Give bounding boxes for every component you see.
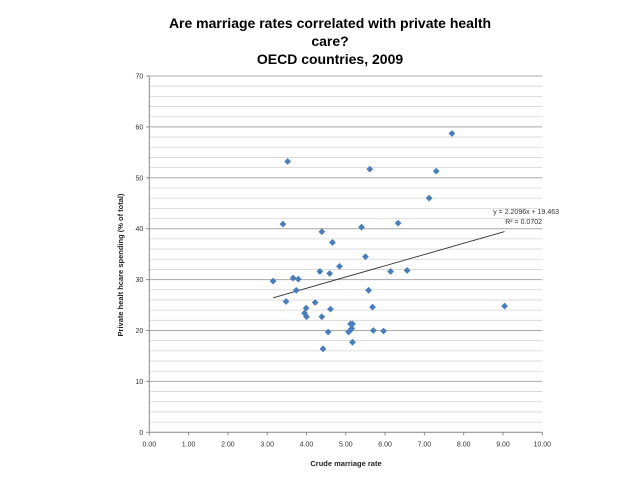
x-tick-label: 3.00 [260,441,274,448]
trendline [272,231,505,299]
y-tick-label: 40 [136,226,144,233]
data-point [432,167,440,175]
data-point [327,305,334,313]
data-point [387,268,395,275]
data-point [349,338,356,346]
data-point [380,327,387,335]
data-point [324,328,332,336]
data-point [425,194,433,202]
y-axis-label: Private healt hcare spending (% of total… [116,193,125,336]
data-point [302,304,310,312]
data-points [269,130,508,353]
y-tick-label: 60 [136,124,144,131]
trendline-equation: y = 2.2096x + 19.463 [493,209,559,216]
x-tick-label: 2.00 [221,441,235,448]
data-point [369,327,377,334]
data-point [362,253,369,261]
data-point [279,220,287,228]
y-tick-label: 20 [136,328,144,335]
x-axis-label: Crude marriage rate [310,459,381,468]
x-tick-label: 7.00 [418,441,432,448]
trendline-r2: R² = 0.0702 [505,219,542,226]
x-tick-label: 4.00 [300,441,314,448]
data-point [294,275,302,283]
data-point [369,303,376,311]
data-point [336,262,343,270]
data-point [269,277,277,285]
x-tick-label: 9.00 [496,441,510,448]
axes [146,75,543,436]
data-point [366,165,374,173]
x-tick-label: 8.00 [457,441,471,448]
y-tick-label: 50 [136,175,144,182]
data-point [403,267,411,274]
x-tick-label: 0.00 [142,441,156,448]
gridlines [149,75,543,423]
chart-title-line-1: Are marriage rates correlated with priva… [169,15,491,31]
data-point [303,313,310,321]
data-point [348,325,356,332]
data-point [319,345,327,353]
data-point [318,228,326,236]
data-point [349,320,356,328]
data-point [318,313,326,321]
data-point [394,219,402,227]
x-tick-label: 1.00 [182,441,196,448]
data-point [448,130,456,137]
x-tick-label: 6.00 [378,441,392,448]
data-point [326,270,334,277]
data-point [292,286,300,294]
x-tick-label: 5.00 [339,441,353,448]
data-point [316,268,324,275]
x-tick-label: 10.00 [534,441,552,448]
data-point [311,299,319,306]
data-point [365,286,372,294]
data-point [501,302,508,310]
tick-labels: 0.00 1.00 2.00 3.00 4.00 5.00 6.00 7.00 8.00 9.00… [136,74,552,449]
data-point [346,327,354,334]
data-point [282,298,290,305]
y-tick-label: 70 [136,74,144,81]
data-point [289,274,297,282]
data-point [329,239,336,246]
data-point [284,158,292,165]
y-tick-label: 10 [136,379,144,386]
y-tick-label: 0 [139,430,143,437]
chart-title-line-3: OECD countries, 2009 [257,51,403,67]
y-tick-label: 30 [136,277,144,284]
data-point [358,223,365,231]
chart-title-line-2: care? [311,33,348,49]
